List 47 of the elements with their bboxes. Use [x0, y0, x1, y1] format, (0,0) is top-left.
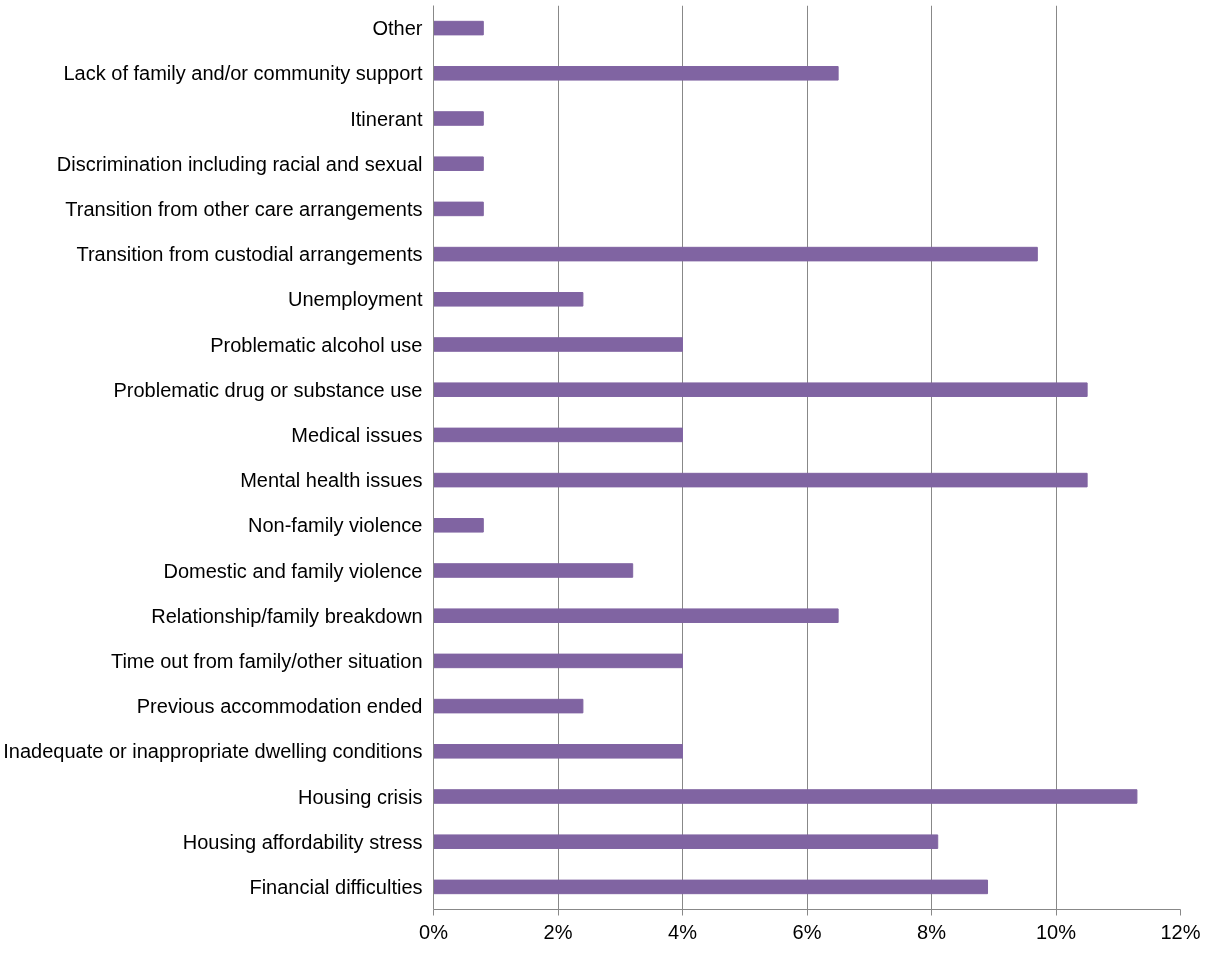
y-tick-label: Other	[372, 17, 423, 40]
y-tick-label: Time out from family/other situation	[110, 649, 423, 672]
bar	[433, 744, 683, 759]
y-tick-label: Non-family violence	[247, 514, 423, 537]
y-tick-label: Housing crisis	[298, 785, 423, 808]
bar	[433, 789, 1138, 804]
y-tick-label: Mental health issues	[240, 469, 423, 492]
y-tick-label: Previous accommodation ended	[136, 695, 423, 718]
bar	[433, 608, 839, 623]
bar	[433, 66, 839, 81]
bar	[433, 337, 683, 352]
y-tick-label: Problematic alcohol use	[210, 333, 423, 356]
y-tick-label: Housing affordability stress	[182, 830, 423, 853]
x-tick-label: 12%	[1160, 920, 1201, 943]
bar	[433, 382, 1088, 397]
y-tick-label: Medical issues	[291, 423, 423, 446]
y-tick-label: Problematic drug or substance use	[113, 378, 423, 401]
bar	[433, 472, 1088, 488]
bar	[433, 111, 484, 126]
x-tick-label: 6%	[792, 920, 822, 943]
y-tick-label: Financial difficulties	[249, 875, 423, 898]
x-tick-label: 2%	[543, 920, 573, 943]
bar	[433, 156, 484, 171]
x-tick-label: 0%	[419, 920, 449, 943]
bar	[433, 518, 484, 533]
x-tick-label: 8%	[917, 920, 947, 943]
y-tick-label: Itinerant	[350, 107, 423, 130]
y-tick-label: Unemployment	[288, 288, 423, 311]
y-tick-label: Lack of family and/or community support	[63, 62, 423, 85]
x-tick-label: 10%	[1035, 920, 1077, 943]
bar	[433, 246, 1038, 262]
bar	[433, 698, 584, 714]
bar	[433, 834, 939, 849]
y-tick-label: Domestic and family violence	[163, 559, 423, 582]
x-tick-label: 4%	[668, 920, 698, 943]
bar	[433, 201, 484, 217]
bar	[433, 292, 584, 307]
bar	[433, 20, 484, 36]
y-tick-label: Transition from custodial arrangements	[76, 243, 423, 266]
bar	[433, 427, 683, 443]
y-tick-label: Transition from other care arrangements	[65, 197, 423, 220]
y-tick-label: Inadequate or inappropriate dwelling conditions	[3, 740, 423, 763]
bar	[433, 653, 683, 669]
y-tick-label: Relationship/family breakdown	[151, 604, 423, 627]
bar	[433, 563, 634, 578]
bar	[433, 879, 989, 895]
y-tick-label: Discrimination including racial and sexual	[56, 152, 423, 175]
